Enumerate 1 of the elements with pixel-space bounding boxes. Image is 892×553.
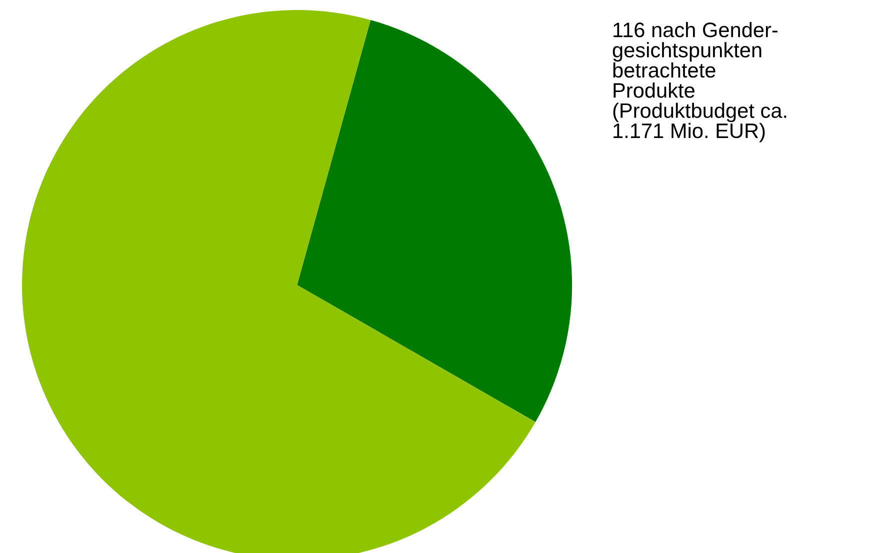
- text: 116 nach Gender- gesichtspunkten betrachtete Produkte (Produktbudget ca. 1.171 Mio. EUR): [612, 22, 786, 142]
